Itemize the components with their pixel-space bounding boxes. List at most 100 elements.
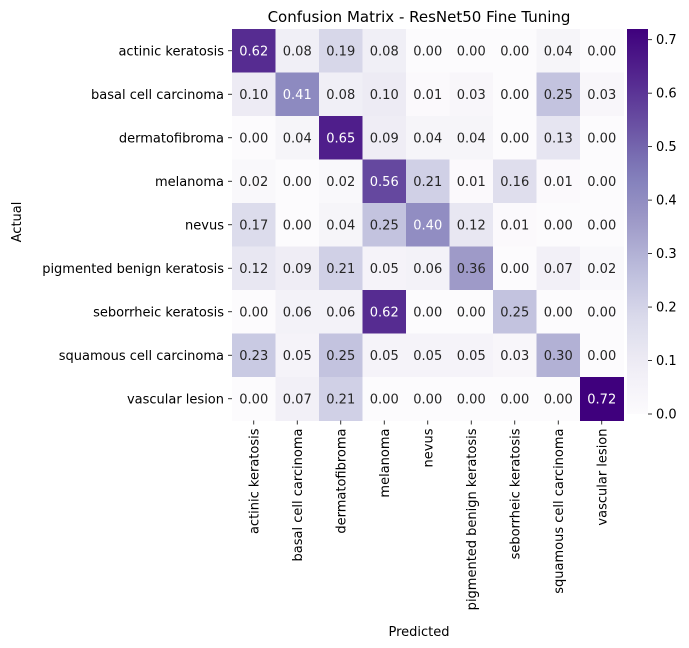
heatmap-cell xyxy=(319,246,363,291)
heatmap-cell xyxy=(406,333,450,378)
heatmap-cell xyxy=(536,159,581,204)
cell-value-label: 0.00 xyxy=(587,175,616,190)
cell-value-label: 0.00 xyxy=(413,305,442,320)
colorbar-gradient xyxy=(627,29,648,414)
cell-value-label: 0.03 xyxy=(457,88,486,103)
heatmap-cell xyxy=(319,290,363,334)
cell-value-label: 0.00 xyxy=(500,392,529,407)
heatmap-cell xyxy=(493,377,537,421)
heatmap-cell xyxy=(536,246,581,291)
row-label: dermatofibroma xyxy=(119,131,224,146)
colorbar-tick-label: 0.5 xyxy=(656,140,677,155)
heatmap-cell xyxy=(493,159,537,204)
heatmap-cell xyxy=(493,29,537,73)
heatmap-cell xyxy=(536,333,581,378)
heatmap-cell xyxy=(406,159,450,204)
cell-value-label: 0.00 xyxy=(457,392,486,407)
cell-value-label: 0.05 xyxy=(370,262,399,277)
cell-value-label: 0.25 xyxy=(370,218,399,233)
cell-value-label: 0.09 xyxy=(370,131,399,146)
heatmap-cell xyxy=(362,116,407,160)
cell-value-label: 0.00 xyxy=(457,44,486,59)
cell-value-label: 0.09 xyxy=(283,262,312,277)
heatmap-cell xyxy=(449,333,494,378)
heatmap-cell xyxy=(536,290,581,334)
cell-value-label: 0.72 xyxy=(587,392,616,407)
cell-value-label: 0.62 xyxy=(239,44,268,59)
colorbar-tick-label: 0.0 xyxy=(656,408,677,423)
heatmap-cell xyxy=(362,290,407,334)
heatmap-cell xyxy=(275,29,320,73)
heatmap-cell xyxy=(580,290,624,334)
heatmap-cell xyxy=(536,72,581,117)
heatmap-cell xyxy=(362,159,407,204)
heatmap-cell xyxy=(319,203,363,247)
row-label: nevus xyxy=(185,218,224,233)
cell-value-label: 0.03 xyxy=(587,88,616,103)
cell-value-label: 0.00 xyxy=(544,392,573,407)
column-label: dermatofibroma xyxy=(334,429,349,534)
colorbar-tick-label: 0.7 xyxy=(656,33,677,48)
heatmap-cell xyxy=(232,246,276,291)
heatmap-cell xyxy=(449,377,494,421)
cell-value-label: 0.00 xyxy=(370,392,399,407)
cell-value-label: 0.02 xyxy=(587,262,616,277)
heatmap-cell xyxy=(319,377,363,421)
heatmap-cell xyxy=(319,159,363,204)
cell-value-label: 0.56 xyxy=(370,175,399,190)
cell-value-label: 0.02 xyxy=(239,175,268,190)
chart-title: Confusion Matrix - ResNet50 Fine Tuning xyxy=(268,8,571,26)
heatmap-cells: 0.62 0.08 0.19 0.08 0.00 0.00 0.00 0.04 0.00 0.10… xyxy=(232,29,624,421)
cell-value-label: 0.00 xyxy=(283,175,312,190)
heatmap-cell xyxy=(275,203,320,247)
heatmap-cell xyxy=(319,29,363,73)
heatmap-cell xyxy=(362,29,407,73)
row-labels: actinic keratosis basal cell carcinoma der… xyxy=(42,44,232,407)
cell-value-label: 0.00 xyxy=(500,262,529,277)
cell-value-label: 0.08 xyxy=(326,88,355,103)
cell-value-label: 0.04 xyxy=(413,131,442,146)
colorbar-tick-label: 0.6 xyxy=(656,87,677,102)
heatmap-cell xyxy=(493,116,537,160)
cell-value-label: 0.40 xyxy=(413,218,442,233)
heatmap-cell xyxy=(449,72,494,117)
heatmap-cell xyxy=(362,333,407,378)
cell-value-label: 0.00 xyxy=(457,305,486,320)
heatmap-cell xyxy=(275,333,320,378)
colorbar-tick-label: 0.4 xyxy=(656,194,677,209)
cell-value-label: 0.00 xyxy=(587,305,616,320)
cell-value-label: 0.00 xyxy=(544,305,573,320)
heatmap-cell xyxy=(362,377,407,421)
cell-value-label: 0.05 xyxy=(413,349,442,364)
cell-value-label: 0.00 xyxy=(587,218,616,233)
row-label: melanoma xyxy=(155,175,224,190)
column-label: actinic keratosis xyxy=(247,428,262,534)
row-label: basal cell carcinoma xyxy=(91,88,224,103)
cell-value-label: 0.36 xyxy=(457,262,486,277)
cell-value-label: 0.01 xyxy=(457,175,486,190)
heatmap-cell xyxy=(580,159,624,204)
cell-value-label: 0.00 xyxy=(500,88,529,103)
heatmap-cell xyxy=(406,290,450,334)
cell-value-label: 0.01 xyxy=(413,88,442,103)
cell-value-label: 0.25 xyxy=(326,349,355,364)
heatmap-cell xyxy=(362,203,407,247)
cell-value-label: 0.07 xyxy=(544,262,573,277)
cell-value-label: 0.00 xyxy=(587,44,616,59)
heatmap-cell xyxy=(406,203,450,247)
colorbar-tick-label: 0.1 xyxy=(656,354,677,369)
heatmap-cell xyxy=(580,377,624,421)
heatmap-cell xyxy=(319,116,363,160)
heatmap-cell xyxy=(449,246,494,291)
heatmap-cell xyxy=(449,203,494,247)
heatmap-cell xyxy=(275,159,320,204)
heatmap-cell xyxy=(232,377,276,421)
cell-value-label: 0.25 xyxy=(544,88,573,103)
row-label: seborrheic keratosis xyxy=(93,305,224,320)
cell-value-label: 0.30 xyxy=(544,349,573,364)
heatmap-cell xyxy=(493,72,537,117)
heatmap-cell xyxy=(406,377,450,421)
cell-value-label: 0.00 xyxy=(239,131,268,146)
cell-value-label: 0.04 xyxy=(283,131,312,146)
cell-value-label: 0.17 xyxy=(239,218,268,233)
